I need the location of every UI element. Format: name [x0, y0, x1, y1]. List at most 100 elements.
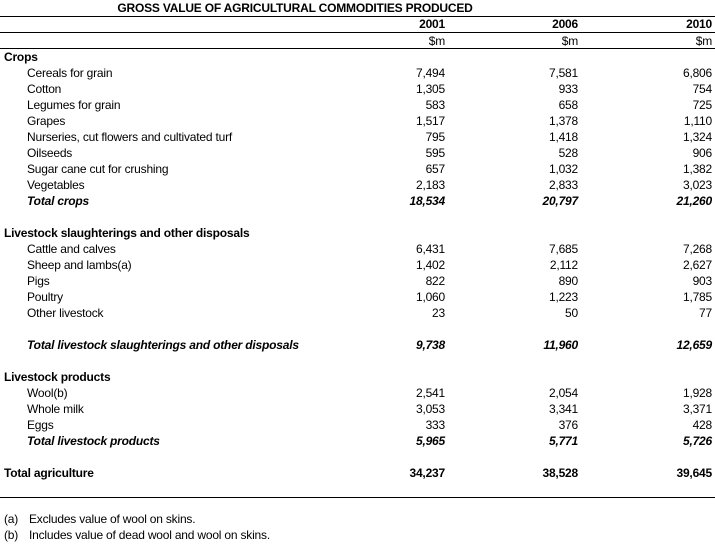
year-header: 2010 [686, 17, 712, 31]
cell-2010: 5,726 [682, 434, 712, 448]
cell-2006: 933 [558, 82, 579, 96]
cell-2001: 2,541 [415, 386, 445, 400]
row-label: Other livestock [27, 306, 104, 320]
cell-2006: 1,032 [548, 162, 578, 176]
cell-2006: 658 [558, 98, 579, 112]
footnote-mark: (b) [4, 528, 19, 542]
cell-2010: 725 [692, 98, 713, 112]
cell-2006: 1,223 [548, 290, 578, 304]
section-header-row: Livestock products [0, 369, 715, 385]
table-row: Poultry 1,060 1,223 1,785 [0, 289, 715, 305]
row-label: Grapes [27, 114, 66, 128]
table-row: Other livestock 23 50 77 [0, 305, 715, 321]
footnote-text: Excludes value of wool on skins. [29, 512, 196, 526]
cell-2006: 5,771 [548, 434, 578, 448]
row-label: Cereals for grain [27, 66, 113, 80]
cell-2001: 1,060 [415, 290, 445, 304]
row-label: Vegetables [27, 178, 85, 192]
row-label: Crops [4, 50, 38, 64]
cell-2001: 1,517 [415, 114, 445, 128]
row-label: Pigs [27, 274, 50, 288]
table-row: Eggs 333 376 428 [0, 417, 715, 433]
spacer-row [0, 321, 715, 337]
cell-2001: 822 [425, 274, 446, 288]
footnote-text: Includes value of dead wool and wool on … [29, 528, 270, 542]
cell-2010: 3,371 [682, 402, 712, 416]
cell-2001: 2,183 [415, 178, 445, 192]
table-row: Whole milk 3,053 3,341 3,371 [0, 401, 715, 417]
cell-2006: 1,378 [548, 114, 578, 128]
subtotal-row: Total crops 18,534 20,797 21,260 [0, 193, 715, 209]
cell-2001: 3,053 [415, 402, 445, 416]
row-label: Sugar cane cut for crushing [27, 162, 169, 176]
cell-2010: 1,324 [682, 130, 712, 144]
spacer-row [0, 449, 715, 465]
total-row: Total agriculture 34,237 38,528 39,645 [0, 465, 715, 481]
row-label: Eggs [27, 418, 54, 432]
cell-2006: 2,833 [548, 178, 578, 192]
spacer-row [0, 209, 715, 225]
cell-2010: 3,023 [682, 178, 712, 192]
cell-2001: 7,494 [415, 66, 445, 80]
row-label: Wool(b) [27, 386, 68, 400]
table-row: Cattle and calves 6,431 7,685 7,268 [0, 241, 715, 257]
divider [0, 497, 715, 498]
section-header-row: Livestock slaughterings and other dispos… [0, 225, 715, 241]
unit-header: $m [561, 34, 578, 48]
row-label: Cattle and calves [27, 242, 116, 256]
year-header: 2001 [419, 17, 445, 31]
footnote: (a) Excludes value of wool on skins. [4, 512, 196, 526]
table-row: Cereals for grain 7,494 7,581 6,806 [0, 65, 715, 81]
divider [0, 32, 715, 33]
cell-2006: 2,112 [549, 258, 578, 272]
cell-2001: 18,534 [409, 194, 445, 208]
year-header: 2006 [552, 17, 578, 31]
cell-2001: 5,965 [415, 434, 445, 448]
subtotal-row: Total livestock products 5,965 5,771 5,726 [0, 433, 715, 449]
unit-header: $m [428, 34, 445, 48]
cell-2010: 7,268 [682, 242, 712, 256]
cell-2010: 428 [692, 418, 713, 432]
row-label: Total livestock products [27, 434, 160, 448]
row-label: Nurseries, cut flowers and cultivated tu… [27, 130, 233, 144]
cell-2010: 2,627 [682, 258, 712, 272]
cell-2010: 903 [692, 274, 713, 288]
row-label: Cotton [27, 82, 62, 96]
subtotal-row: Total livestock slaughterings and other … [0, 337, 715, 353]
table-row: Sugar cane cut for crushing 657 1,032 1,382 [0, 161, 715, 177]
cell-2001: 9,738 [415, 338, 445, 352]
table-row: Wool(b) 2,541 2,054 1,928 [0, 385, 715, 401]
divider [0, 48, 715, 49]
cell-2001: 23 [432, 306, 445, 320]
cell-2001: 595 [425, 146, 446, 160]
cell-2006: 11,960 [543, 338, 578, 352]
table-row: Sheep and lambs(a) 1,402 2,112 2,627 [0, 257, 715, 273]
row-label: Legumes for grain [27, 98, 121, 112]
cell-2006: 1,418 [548, 130, 578, 144]
cell-2006: 38,528 [542, 466, 578, 480]
table-row: Nurseries, cut flowers and cultivated tu… [0, 129, 715, 145]
row-label: Total agriculture [4, 466, 94, 480]
table-row: Cotton 1,305 933 754 [0, 81, 715, 97]
cell-2010: 12,659 [676, 338, 712, 352]
section-header-row: Crops [0, 49, 715, 65]
table-row: Vegetables 2,183 2,833 3,023 [0, 177, 715, 193]
table-title: GROSS VALUE OF AGRICULTURAL COMMODITIES … [117, 1, 473, 15]
table-row: Legumes for grain 583 658 725 [0, 97, 715, 113]
cell-2001: 6,431 [415, 242, 445, 256]
row-label: Total crops [27, 194, 90, 208]
cell-2010: 1,785 [682, 290, 712, 304]
row-label: Oilseeds [27, 146, 73, 160]
cell-2006: 890 [558, 274, 579, 288]
cell-2006: 50 [565, 306, 578, 320]
unit-header-row: $m $m $m [0, 33, 715, 49]
cell-2010: 39,645 [676, 466, 712, 480]
table-row: Oilseeds 595 528 906 [0, 145, 715, 161]
table-row: Pigs 822 890 903 [0, 273, 715, 289]
cell-2001: 333 [425, 418, 446, 432]
row-label: Poultry [27, 290, 63, 304]
footnote-mark: (a) [4, 512, 19, 526]
unit-header: $m [695, 34, 712, 48]
cell-2010: 1,110 [683, 114, 712, 128]
cell-2010: 1,928 [682, 386, 712, 400]
